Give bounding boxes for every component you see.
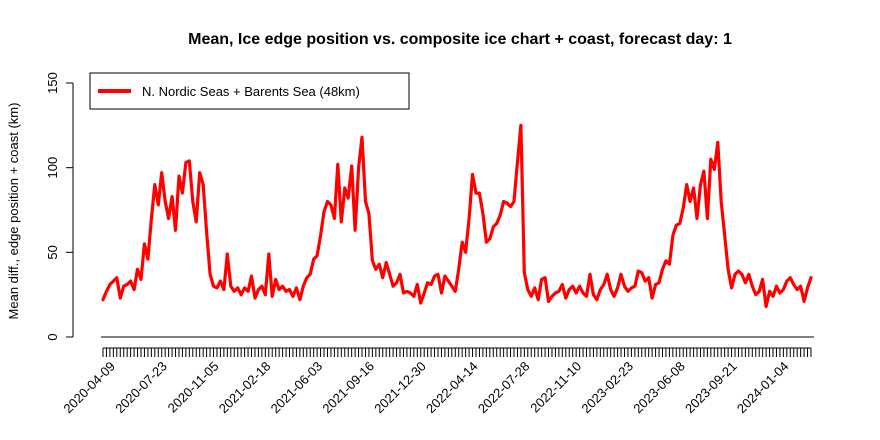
legend-box xyxy=(89,72,410,110)
legend: N. Nordic Seas + Barents Sea (48km) xyxy=(89,72,410,110)
series-layer xyxy=(101,123,813,309)
series-line xyxy=(101,123,813,309)
x-tick-label: 2020-04-09 xyxy=(60,359,118,417)
x-tick-label: 2022-07-28 xyxy=(475,359,533,417)
legend-label: N. Nordic Seas + Barents Sea (48km) xyxy=(142,84,360,99)
x-tick-label: 2023-09-21 xyxy=(682,359,740,417)
x-tick-label: 2021-09-16 xyxy=(319,359,377,417)
y-tick-label: 150 xyxy=(45,72,60,94)
x-axis: 2020-04-092020-07-232020-11-052021-02-18… xyxy=(60,347,812,417)
x-tick-label: 2021-12-30 xyxy=(371,359,429,417)
y-axis: 0 50 100 150 xyxy=(45,72,74,341)
x-tick-label: 2022-11-10 xyxy=(527,359,584,416)
x-tick-label: 2023-02-23 xyxy=(578,359,636,417)
x-tick-label: 2021-02-18 xyxy=(216,359,274,417)
x-tick-label: 2020-11-05 xyxy=(165,359,222,416)
x-tick-label: 2022-04-14 xyxy=(423,359,481,417)
y-tick-label: 100 xyxy=(45,157,60,179)
x-tick-label: 2024-01-04 xyxy=(734,359,792,417)
chart-title: Mean, Ice edge position vs. composite ic… xyxy=(188,31,732,48)
y-axis-label: Mean diff., edge position + coast (km) xyxy=(6,103,21,320)
y-tick-label: 50 xyxy=(45,245,60,259)
x-tick-label: 2023-06-08 xyxy=(630,359,688,417)
x-tick-label: 2020-07-23 xyxy=(112,359,170,417)
y-tick-label: 0 xyxy=(45,333,60,340)
x-tick-label: 2021-06-03 xyxy=(268,359,326,417)
